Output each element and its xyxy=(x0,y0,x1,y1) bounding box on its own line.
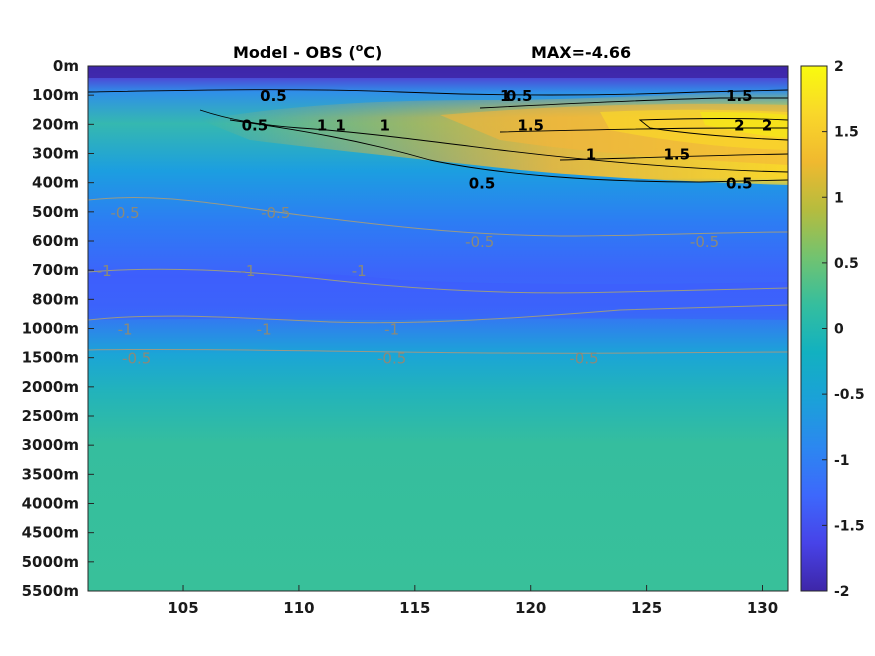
positive-contours xyxy=(88,89,788,183)
x-tick-label: 130 xyxy=(747,599,778,617)
colorbar-tick-label: -2 xyxy=(834,584,850,600)
negative-contour-label: -0.5 xyxy=(690,233,719,251)
positive-contour-label: 1 xyxy=(586,146,596,164)
negative-contour-label: -0.5 xyxy=(122,350,151,368)
negative-contour-label: -0.5 xyxy=(569,350,598,368)
positive-contour-label: 0.5 xyxy=(242,116,269,134)
y-tick-label: 300m xyxy=(32,145,79,163)
colorbar-tick-label: 2 xyxy=(834,59,844,75)
y-tick-label: 3000m xyxy=(22,436,79,454)
x-tick-label: 125 xyxy=(631,599,662,617)
y-tick-label: 5000m xyxy=(22,553,79,571)
y-tick-label: 800m xyxy=(32,290,79,308)
title-unit-superscript: o xyxy=(356,41,364,54)
colorbar-tick-label: 1.5 xyxy=(834,125,859,141)
positive-contour-label: 1 xyxy=(335,116,345,134)
y-tick-label: 3500m xyxy=(22,465,79,483)
title-unit-tail: C) xyxy=(363,43,382,62)
negative-contours xyxy=(88,197,788,354)
negative-contour-label: -1 xyxy=(118,321,133,339)
positive-contour-label: 1 xyxy=(379,116,389,134)
x-tick-label: 120 xyxy=(515,599,546,617)
positive-contour-label: 0.5 xyxy=(260,87,287,105)
negative-contour-label: -1 xyxy=(352,262,367,280)
colorbar-tick-label: -1.5 xyxy=(834,518,865,534)
x-tick-label: 105 xyxy=(167,599,198,617)
y-tick-label: 2000m xyxy=(22,378,79,396)
colorbar-tick-label: 1 xyxy=(834,190,844,206)
positive-contour-label: 0.5 xyxy=(469,175,496,193)
positive-contour-label: 1 xyxy=(317,116,327,134)
colorbar-tick-label: 0.5 xyxy=(834,256,859,272)
y-tick-label: 500m xyxy=(32,203,79,221)
negative-contour-label: -1 xyxy=(240,262,255,280)
heatmap-field xyxy=(88,66,788,591)
x-axis: 105 110 115 120 125 130 xyxy=(167,585,778,617)
x-tick-label: 115 xyxy=(399,599,430,617)
y-tick-label: 2500m xyxy=(22,407,79,425)
colorbar-tick-label: 0 xyxy=(834,322,844,338)
colorbar-tick-label: -0.5 xyxy=(834,387,865,403)
y-axis: 0m 100m 200m 300m 400m 500m 600m 700m 800m 1000m 1… xyxy=(22,57,94,600)
y-tick-label: 700m xyxy=(32,261,79,279)
max-annotation: MAX=-4.66 xyxy=(531,43,631,62)
positive-contour-label: 1.5 xyxy=(726,87,753,105)
x-tick-label: 110 xyxy=(283,599,314,617)
positive-contour-label: 0.5 xyxy=(506,87,533,105)
negative-contour-label: -0.5 xyxy=(110,204,139,222)
positive-contour-label: 1.5 xyxy=(517,116,544,134)
negative-contour-label: -1 xyxy=(257,321,272,339)
y-tick-label: 200m xyxy=(32,115,79,133)
negative-contour-label: -0.5 xyxy=(261,204,290,222)
positive-contour-label: 0.5 xyxy=(726,175,753,193)
y-tick-label: 600m xyxy=(32,232,79,250)
positive-contour-label: 2 xyxy=(762,116,772,134)
negative-contour-label: -1 xyxy=(97,262,112,280)
negative-contour-label: -0.5 xyxy=(465,233,494,251)
y-tick-label: 100m xyxy=(32,86,79,104)
y-tick-label: 4500m xyxy=(22,524,79,542)
y-tick-label: 0m xyxy=(53,57,79,75)
y-tick-label: 1500m xyxy=(22,349,79,367)
y-tick-label: 400m xyxy=(32,174,79,192)
negative-contour-label: -0.5 xyxy=(377,350,406,368)
y-tick-label: 4000m xyxy=(22,495,79,513)
positive-contour-label: 1 xyxy=(500,87,510,105)
y-tick-label: 1000m xyxy=(22,320,79,338)
y-tick-label: 5500m xyxy=(22,582,79,600)
colorbar-tick-label: -1 xyxy=(834,453,850,469)
negative-contour-label: -1 xyxy=(384,321,399,339)
positive-contour-label: 1.5 xyxy=(663,146,690,164)
colorbar-axis: 2 1.5 1 0.5 0 -0.5 -1 -1.5 -2 xyxy=(822,59,865,600)
chart-title: Model - OBS (oC) xyxy=(233,41,382,62)
positive-contour-label: 2 xyxy=(734,116,744,134)
